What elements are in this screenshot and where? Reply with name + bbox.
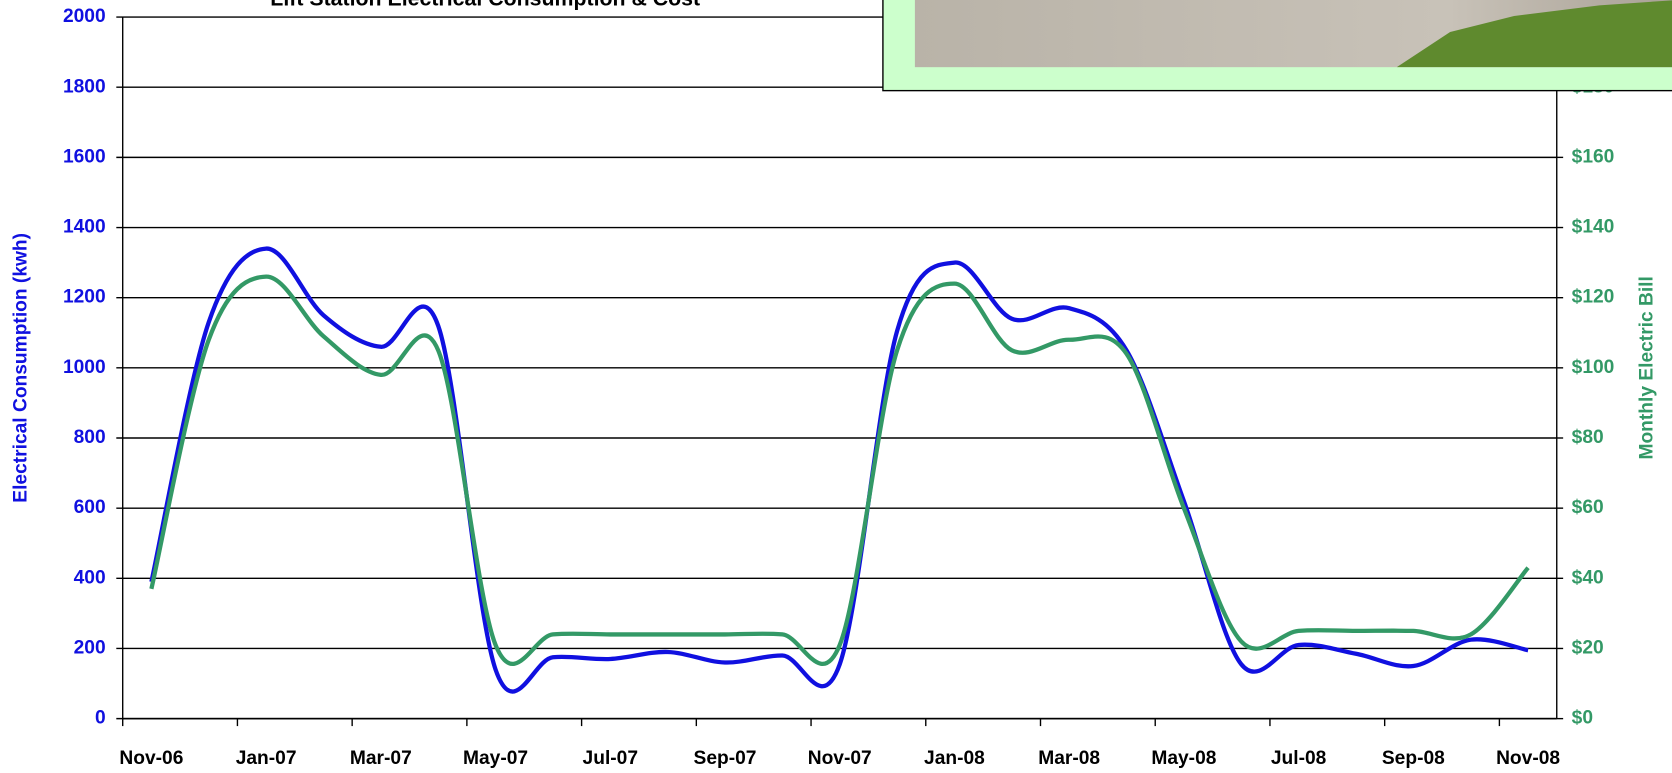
y-tick-label: 200 xyxy=(74,638,106,659)
y-tick-label: 1400 xyxy=(63,217,106,238)
y-tick-label: 2000 xyxy=(63,6,106,27)
x-tick-label: Sep-07 xyxy=(694,748,757,769)
x-tick-label: Nov-08 xyxy=(1496,748,1560,769)
x-tick-label: Nov-07 xyxy=(808,748,872,769)
x-tick-label: Jan-08 xyxy=(924,748,985,769)
series-line xyxy=(149,274,1530,666)
chart-title: Lift Station Electrical Consumption & Co… xyxy=(270,0,700,11)
y2-tick-label: $100 xyxy=(1572,357,1615,378)
x-tick-label: Jul-08 xyxy=(1271,748,1327,769)
y-tick-label: 1200 xyxy=(63,287,106,308)
y2-tick-label: $20 xyxy=(1572,638,1604,659)
x-tick-label: Mar-07 xyxy=(350,748,412,769)
y-tick-label: 600 xyxy=(74,497,106,518)
y2-tick-label: $0 xyxy=(1572,708,1593,729)
inset-grass xyxy=(1396,0,1672,68)
x-tick-label: Nov-06 xyxy=(119,748,183,769)
series-line xyxy=(149,246,1529,694)
y2-tick-label: $120 xyxy=(1572,287,1615,308)
y-tick-label: 1800 xyxy=(63,76,106,97)
y2-axis-label: Monthly Electric Bill xyxy=(1636,276,1657,459)
x-tick-label: Jul-07 xyxy=(583,748,638,769)
y-tick-label: 0 xyxy=(95,708,106,729)
y-tick-label: 1000 xyxy=(63,357,106,378)
y2-tick-label: $160 xyxy=(1572,146,1615,167)
y2-tick-label: $80 xyxy=(1572,427,1604,448)
y2-tick-label: $140 xyxy=(1572,217,1615,238)
x-tick-label: Sep-08 xyxy=(1382,748,1445,769)
y-tick-label: 800 xyxy=(74,427,106,448)
x-tick-label: Mar-08 xyxy=(1038,748,1100,769)
y2-tick-label: $40 xyxy=(1572,567,1604,588)
x-tick-label: Jan-07 xyxy=(236,748,297,769)
y-axis-label: Electrical Consumption (kwh) xyxy=(10,233,31,503)
y-tick-label: 1600 xyxy=(63,146,106,167)
y2-tick-label: $60 xyxy=(1572,497,1604,518)
x-tick-label: May-08 xyxy=(1151,748,1216,769)
y-tick-label: 400 xyxy=(74,567,106,588)
x-tick-label: May-07 xyxy=(463,748,528,769)
